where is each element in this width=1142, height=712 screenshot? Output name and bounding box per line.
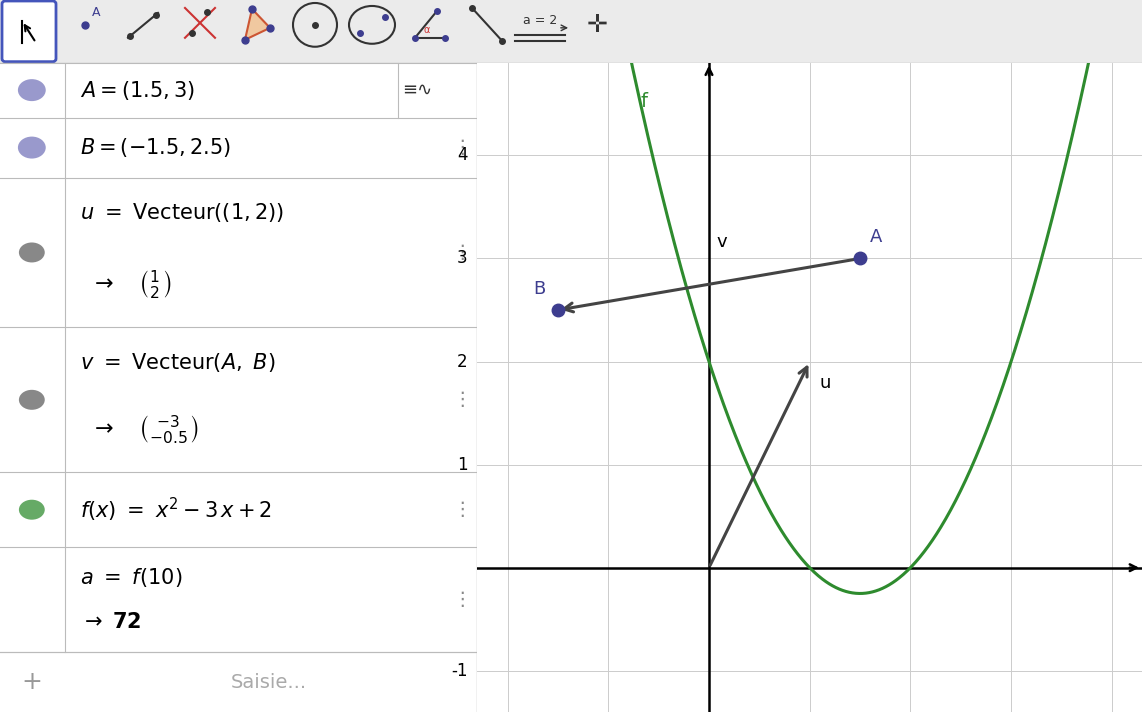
Text: $A = (1.5, 3)$: $A = (1.5, 3)$ xyxy=(80,78,194,102)
Text: 1: 1 xyxy=(457,456,467,473)
Text: ≡∿: ≡∿ xyxy=(403,81,433,99)
Text: $\rightarrow \quad \binom{1}{2}$: $\rightarrow \quad \binom{1}{2}$ xyxy=(89,268,171,302)
Text: A: A xyxy=(870,228,883,246)
Ellipse shape xyxy=(18,137,46,159)
Text: -1: -1 xyxy=(451,661,467,680)
Text: ⋮: ⋮ xyxy=(452,501,472,519)
Text: $u\ =\ \mathrm{Vecteur}((1, 2))$: $u\ =\ \mathrm{Vecteur}((1, 2))$ xyxy=(80,201,283,224)
Text: $B = (-1.5, 2.5)$: $B = (-1.5, 2.5)$ xyxy=(80,136,231,159)
Text: ✛: ✛ xyxy=(587,13,608,37)
Text: 3: 3 xyxy=(457,249,467,268)
Ellipse shape xyxy=(19,390,45,410)
Ellipse shape xyxy=(18,79,46,101)
Text: a = 2: a = 2 xyxy=(523,14,557,27)
Text: $\rightarrow\ \mathbf{72}$: $\rightarrow\ \mathbf{72}$ xyxy=(80,612,142,632)
FancyBboxPatch shape xyxy=(2,1,56,62)
Text: f: f xyxy=(641,92,648,110)
Text: ⋮: ⋮ xyxy=(452,138,472,157)
Text: u: u xyxy=(820,374,831,392)
Text: $\rightarrow \quad \binom{-3}{-0.5}$: $\rightarrow \quad \binom{-3}{-0.5}$ xyxy=(89,414,199,447)
Text: $f(x)\ =\ x^2 - 3\,x + 2$: $f(x)\ =\ x^2 - 3\,x + 2$ xyxy=(80,496,272,524)
Text: 4: 4 xyxy=(457,147,467,164)
Text: B: B xyxy=(533,280,546,298)
Text: Saisie...: Saisie... xyxy=(231,673,306,691)
Text: 2: 2 xyxy=(457,352,467,370)
Text: A: A xyxy=(93,6,100,19)
Ellipse shape xyxy=(19,500,45,520)
Text: ⋮: ⋮ xyxy=(452,243,472,262)
Text: α: α xyxy=(423,25,429,35)
Text: ⋮: ⋮ xyxy=(452,590,472,609)
Text: $a\ =\ f(10)$: $a\ =\ f(10)$ xyxy=(80,565,182,589)
Ellipse shape xyxy=(19,243,45,263)
Text: $v\ =\ \mathrm{Vecteur}(A,\ B)$: $v\ =\ \mathrm{Vecteur}(A,\ B)$ xyxy=(80,351,275,374)
Text: ⋮: ⋮ xyxy=(452,390,472,409)
Polygon shape xyxy=(246,9,270,40)
Text: v: v xyxy=(716,234,726,251)
Text: +: + xyxy=(22,670,42,694)
